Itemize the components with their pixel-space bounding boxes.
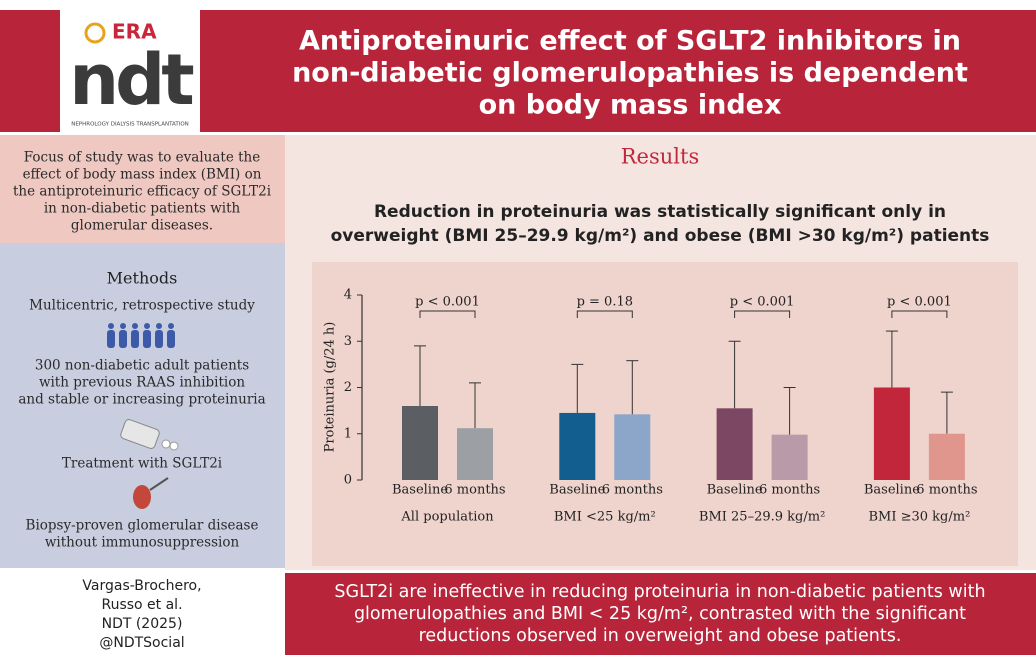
method-line: with previous RAAS inhibition <box>39 375 245 391</box>
method-line: without immunosuppression <box>45 535 240 551</box>
focus-box <box>0 135 285 243</box>
series-label: Baseline <box>549 483 605 498</box>
focus-line: glomerular diseases. <box>71 218 213 234</box>
bar <box>716 408 753 480</box>
logo-era: ERA <box>112 20 157 44</box>
p-value: p < 0.001 <box>887 295 952 310</box>
citation-line: Russo et al. <box>101 597 182 613</box>
title: Antiproteinuric effect of SGLT2 inhibito… <box>292 26 968 121</box>
y-tick-label: 3 <box>344 334 352 349</box>
y-tick-label: 0 <box>344 473 352 488</box>
y-tick-label: 2 <box>344 380 352 395</box>
people-icon <box>107 323 175 348</box>
series-label: 6 months <box>759 483 820 498</box>
footer: Vargas-Brochero, Russo et al. NDT (2025) @N… <box>82 578 985 651</box>
p-bracket <box>419 310 476 318</box>
title-line: Antiproteinuric effect of SGLT2 inhibito… <box>299 26 961 57</box>
p-value: p < 0.001 <box>730 295 795 310</box>
citation-line: NDT (2025) <box>102 616 183 632</box>
y-tick-label: 1 <box>344 426 352 441</box>
conclusion-band <box>285 573 1036 655</box>
conclusion-line: SGLT2i are ineffective in reducing prote… <box>334 582 985 602</box>
category-label: BMI <25 kg/m² <box>554 510 656 525</box>
category-label: BMI 25–29.9 kg/m² <box>699 510 825 525</box>
left-panel: Focus of study was to evaluate theeffect… <box>13 150 272 551</box>
p-value: p = 0.18 <box>577 295 633 310</box>
subtitle: Reduction in proteinuria was statistical… <box>331 202 990 246</box>
focus-line: the antiproteinuric efficacy of SGLT2i <box>13 184 272 200</box>
bar <box>928 433 965 480</box>
conclusion-line: glomerulopathies and BMI < 25 kg/m², con… <box>354 604 966 624</box>
category-label: BMI ≥30 kg/m² <box>868 510 970 525</box>
kidney-icon <box>133 477 169 509</box>
focus-line: effect of body mass index (BMI) on <box>23 167 262 183</box>
bar <box>402 406 438 480</box>
p-bracket <box>576 310 633 318</box>
logo-ndt: ndt <box>69 39 193 121</box>
title-line: on body mass index <box>479 90 782 121</box>
method-line: and stable or increasing proteinuria <box>18 392 265 408</box>
series-label: 6 months <box>602 483 663 498</box>
pill-icon <box>120 419 179 451</box>
citation-line: @NDTSocial <box>99 635 184 651</box>
conclusion-line: reductions observed in overweight and ob… <box>419 626 902 646</box>
subtitle-line: Reduction in proteinuria was statistical… <box>374 202 946 222</box>
series-label: 6 months <box>916 483 977 498</box>
logo-box <box>60 10 200 132</box>
focus-line: in non-diabetic patients with <box>44 201 241 217</box>
p-bracket <box>734 310 791 318</box>
y-axis-label: Proteinuria (g/24 h) <box>323 322 338 453</box>
method-line: Biopsy-proven glomerular disease <box>26 518 259 534</box>
method-line: 300 non-diabetic adult patients <box>35 358 249 374</box>
series-label: Baseline <box>392 483 448 498</box>
p-value: p < 0.001 <box>415 295 480 310</box>
bar <box>614 414 651 480</box>
series-label: Baseline <box>864 483 920 498</box>
p-bracket <box>891 310 948 318</box>
bar <box>771 434 808 480</box>
series-label: 6 months <box>444 483 505 498</box>
methods-title: Methods <box>107 269 178 288</box>
methods-box <box>0 243 285 568</box>
bar <box>457 428 493 480</box>
title-line: non-diabetic glomerulopathies is depende… <box>292 58 968 89</box>
results-title: Results <box>621 145 699 169</box>
method-line: Treatment with SGLT2i <box>62 456 223 472</box>
logo-ring <box>84 22 106 44</box>
bar <box>559 412 596 480</box>
bar <box>873 387 910 480</box>
citation-line: Vargas-Brochero, <box>82 578 201 594</box>
logo-tagline: NEPHROLOGY DIALYSIS TRANSPLANTATION <box>71 122 189 128</box>
subtitle-line: overweight (BMI 25–29.9 kg/m²) and obese… <box>331 226 990 246</box>
focus-line: Focus of study was to evaluate the <box>24 150 260 166</box>
series-label: Baseline <box>707 483 763 498</box>
y-tick-label: 4 <box>344 288 352 303</box>
category-label: All population <box>400 510 494 525</box>
method-line: Multicentric, retrospective study <box>29 298 255 314</box>
